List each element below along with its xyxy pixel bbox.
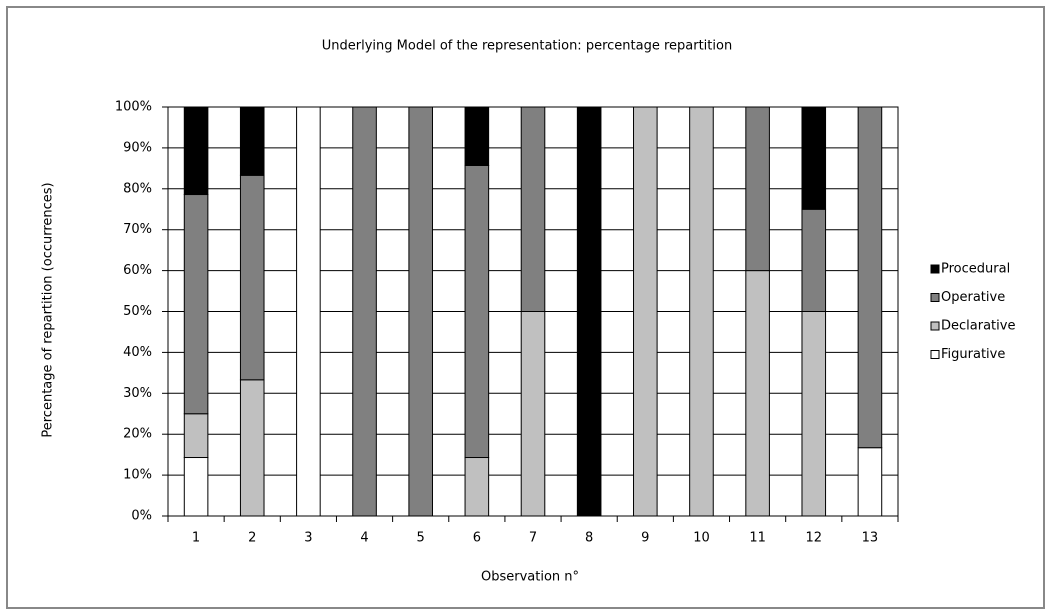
bar-segment bbox=[689, 106, 714, 517]
x-tick-label: 7 bbox=[529, 531, 537, 546]
bar-segment bbox=[183, 106, 209, 196]
x-tick-label: 6 bbox=[473, 531, 481, 546]
x-tick-label: 10 bbox=[693, 531, 710, 546]
bar-segment bbox=[239, 174, 265, 381]
y-tick-label: 10% bbox=[123, 468, 152, 483]
legend-swatch bbox=[930, 293, 940, 302]
legend-label: Declarative bbox=[941, 319, 1015, 334]
x-axis-label: Observation n° bbox=[481, 570, 579, 585]
bar-segment bbox=[857, 447, 883, 517]
bar-segment bbox=[801, 311, 827, 517]
bar-segment bbox=[464, 457, 490, 517]
x-tick-label: 8 bbox=[585, 531, 593, 546]
x-tick-label: 3 bbox=[304, 531, 312, 546]
bar-segment bbox=[408, 106, 433, 517]
bar-segment bbox=[183, 413, 209, 459]
bar-segment bbox=[745, 270, 770, 517]
y-tick-label: 0% bbox=[131, 509, 152, 524]
x-tick-label: 4 bbox=[360, 531, 368, 546]
bar-segment bbox=[239, 379, 265, 517]
bar-segment bbox=[633, 106, 658, 517]
bar-segment bbox=[520, 311, 546, 517]
y-tick-label: 60% bbox=[123, 263, 152, 278]
bar-segment bbox=[464, 106, 490, 166]
x-tick-label: 1 bbox=[192, 531, 200, 546]
bar-segment bbox=[296, 106, 321, 517]
bar-segment bbox=[520, 106, 546, 312]
bar-segment bbox=[239, 106, 265, 176]
y-tick-label: 100% bbox=[115, 100, 152, 115]
y-tick-label: 30% bbox=[123, 386, 152, 401]
y-axis-label: Percentage of repartition (occurrences) bbox=[41, 182, 56, 437]
y-tick-label: 20% bbox=[123, 427, 152, 442]
bar-segment bbox=[857, 106, 883, 449]
y-tick-label: 90% bbox=[123, 140, 152, 155]
bar-segment bbox=[464, 164, 490, 459]
legend-label: Figurative bbox=[941, 347, 1005, 362]
legend-swatch bbox=[930, 321, 940, 331]
x-tick-label: 11 bbox=[749, 531, 766, 546]
bar-segment bbox=[183, 194, 209, 415]
legend-swatch bbox=[930, 264, 940, 274]
bar-segment bbox=[352, 106, 377, 517]
bar-segment bbox=[801, 208, 827, 312]
x-tick-label: 12 bbox=[805, 531, 822, 546]
bar-segment bbox=[183, 457, 209, 517]
x-tick-label: 5 bbox=[417, 531, 425, 546]
bar-segment bbox=[576, 106, 602, 517]
x-tick-label: 13 bbox=[862, 531, 879, 546]
legend-swatch bbox=[930, 350, 940, 359]
bar-segment bbox=[801, 106, 827, 210]
legend-label: Operative bbox=[941, 290, 1005, 305]
y-tick-label: 80% bbox=[123, 181, 152, 196]
y-tick-label: 70% bbox=[123, 222, 152, 237]
y-tick-label: 50% bbox=[123, 304, 152, 319]
x-tick-label: 9 bbox=[641, 531, 649, 546]
y-tick-label: 40% bbox=[123, 345, 152, 360]
bar-segment bbox=[745, 106, 770, 272]
x-tick-label: 2 bbox=[248, 531, 256, 546]
legend-label: Procedural bbox=[941, 262, 1010, 277]
chart-title: Underlying Model of the representation: … bbox=[322, 39, 732, 54]
